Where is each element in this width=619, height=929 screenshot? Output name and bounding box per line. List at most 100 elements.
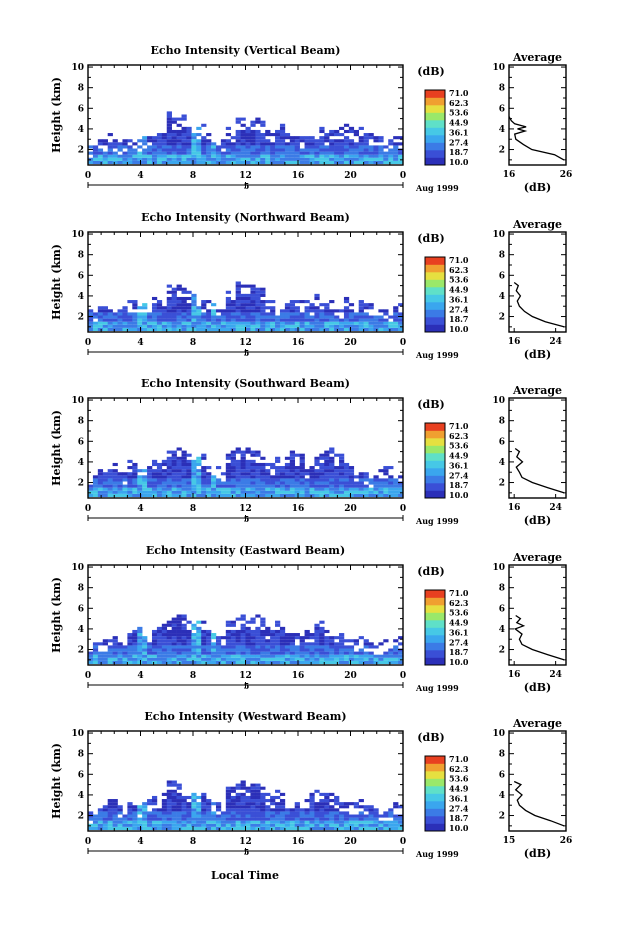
heatmap-cell bbox=[294, 826, 300, 830]
heatmap-cell bbox=[186, 327, 192, 331]
heatmap-cell bbox=[309, 648, 315, 652]
heatmap-cell bbox=[245, 327, 251, 331]
heatmap-cell bbox=[181, 490, 187, 494]
heatmap-cell bbox=[230, 636, 236, 640]
heatmap-cell bbox=[230, 142, 236, 146]
heatmap-cell bbox=[186, 157, 192, 161]
heatmap-cell bbox=[398, 151, 404, 155]
heatmap-cell bbox=[240, 802, 246, 806]
heatmap-cell bbox=[230, 817, 236, 821]
heatmap-cell bbox=[358, 493, 364, 497]
heatmap-cell bbox=[324, 808, 330, 812]
heatmap-cell bbox=[240, 296, 246, 301]
heatmap-cell bbox=[240, 312, 246, 316]
heatmap-cell bbox=[161, 133, 168, 137]
heatmap-cell bbox=[304, 648, 310, 652]
panel-2: Echo Intensity (Northward Beam)0 4 8 12 16 20… bbox=[50, 211, 567, 361]
heatmap-cell bbox=[88, 814, 94, 818]
heatmap-cell bbox=[260, 481, 266, 485]
colorbar-label: 44.9 bbox=[449, 618, 469, 628]
heatmap-cell bbox=[329, 648, 335, 652]
heatmap-cell bbox=[240, 823, 246, 827]
heatmap-cell bbox=[363, 805, 369, 809]
heatmap-cell bbox=[166, 475, 172, 479]
heatmap-cell bbox=[142, 642, 148, 646]
heatmap-cell bbox=[275, 318, 281, 322]
heatmap-cell bbox=[151, 629, 158, 634]
heatmap-cell bbox=[275, 636, 281, 640]
heatmap-cell bbox=[161, 472, 168, 476]
heatmap-cell bbox=[181, 795, 187, 800]
heatmap-cell bbox=[329, 811, 335, 815]
heatmap-cell bbox=[309, 148, 315, 152]
heatmap-cell bbox=[289, 484, 296, 488]
heatmap-cell bbox=[270, 799, 276, 803]
heatmap-cell bbox=[122, 487, 128, 491]
heatmap-cell bbox=[156, 139, 163, 143]
heatmap-cell bbox=[324, 487, 330, 491]
heatmap-cell bbox=[250, 133, 256, 137]
heatmap-cell bbox=[220, 157, 227, 161]
heatmap-cell bbox=[270, 636, 276, 640]
heatmap-cell bbox=[348, 466, 355, 470]
x-tick-label: 0 bbox=[400, 671, 406, 681]
heatmap-cell bbox=[117, 817, 123, 821]
heatmap-cell bbox=[260, 327, 266, 331]
heatmap-cell bbox=[107, 808, 113, 812]
heatmap-cell bbox=[235, 447, 241, 451]
heatmap-cell bbox=[284, 462, 291, 467]
heatmap-cell bbox=[137, 327, 143, 331]
heatmap-cell bbox=[176, 811, 182, 815]
heatmap-cell bbox=[398, 315, 404, 319]
heatmap-cell bbox=[353, 654, 359, 658]
heatmap-cell bbox=[260, 817, 266, 821]
heatmap-cell bbox=[304, 312, 310, 316]
heatmap-cell bbox=[265, 487, 271, 491]
colorbar-segment bbox=[425, 801, 445, 809]
heatmap-cell bbox=[240, 642, 246, 646]
colorbar-segment bbox=[425, 483, 445, 491]
heatmap-cell bbox=[171, 312, 177, 316]
heatmap-cell bbox=[191, 133, 197, 137]
heatmap-cell bbox=[201, 157, 207, 161]
heatmap-cell bbox=[294, 823, 300, 827]
heatmap-cell bbox=[142, 645, 148, 649]
heatmap-cell bbox=[250, 484, 256, 488]
heatmap-cell bbox=[240, 481, 246, 485]
heatmap-cell bbox=[127, 315, 133, 319]
heatmap-cell bbox=[107, 481, 113, 485]
heatmap-cell bbox=[176, 481, 182, 485]
heatmap-cell bbox=[122, 820, 128, 824]
heatmap-cell bbox=[166, 651, 172, 655]
heatmap-cell bbox=[127, 823, 133, 827]
heatmap-cell bbox=[235, 783, 241, 787]
heatmap-cell bbox=[329, 636, 335, 640]
heatmap-cell bbox=[117, 648, 123, 652]
heatmap-cell bbox=[112, 327, 118, 331]
heatmap-cell bbox=[304, 651, 310, 655]
heatmap-cell bbox=[127, 466, 133, 470]
heatmap-cell bbox=[235, 321, 241, 325]
heatmap-cell bbox=[334, 645, 340, 649]
heatmap-cell bbox=[191, 484, 197, 488]
heatmap-cell bbox=[176, 820, 182, 824]
heatmap-cell bbox=[250, 490, 256, 494]
heatmap-cell bbox=[171, 120, 177, 124]
heatmap-cell bbox=[137, 633, 143, 637]
heatmap-cell bbox=[334, 151, 340, 155]
heatmap-cell bbox=[270, 639, 276, 643]
colorbar-segment bbox=[425, 90, 445, 98]
heatmap-cell bbox=[339, 318, 345, 322]
heatmap-cell bbox=[279, 654, 286, 658]
heatmap-cell bbox=[388, 823, 394, 827]
heatmap-cell bbox=[137, 157, 143, 161]
heatmap-cell bbox=[112, 475, 118, 479]
heatmap-cell bbox=[102, 657, 108, 661]
heatmap-cell bbox=[132, 654, 138, 658]
heatmap-cell bbox=[329, 160, 335, 164]
heatmap-cell bbox=[255, 823, 261, 827]
heatmap-cell bbox=[151, 142, 158, 146]
heatmap-cell bbox=[368, 136, 374, 140]
heatmap-cell bbox=[294, 472, 300, 476]
heatmap-cell bbox=[343, 154, 350, 158]
